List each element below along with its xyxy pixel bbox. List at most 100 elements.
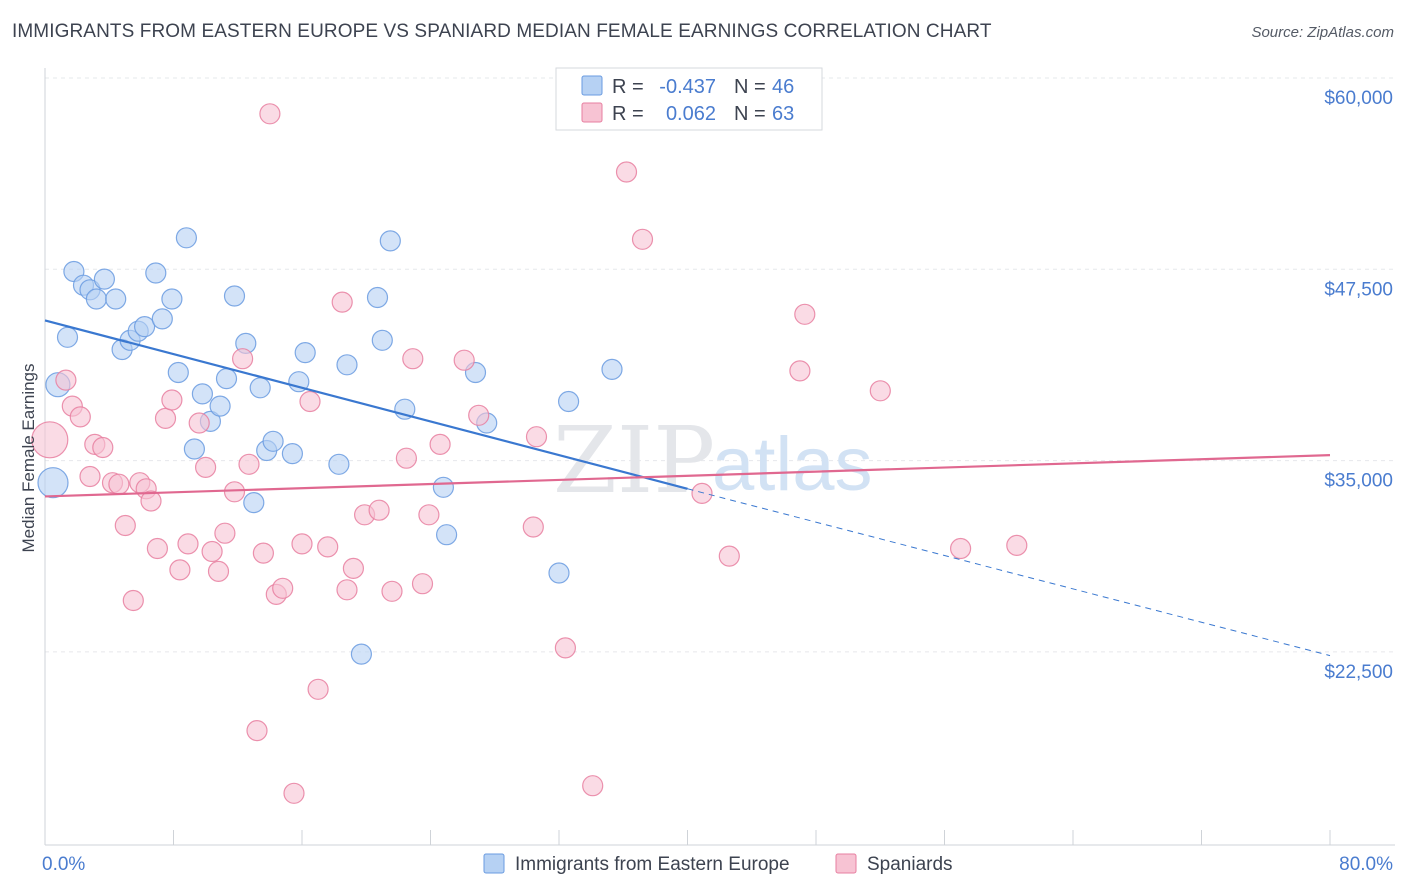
point-spaniards	[331, 291, 353, 313]
point-eastern-europe	[167, 361, 189, 384]
y-tick-label: $60,000	[1324, 88, 1393, 109]
point-spaniards	[108, 473, 130, 495]
point-spaniards	[169, 559, 191, 581]
point-spaniards	[188, 412, 210, 434]
point-spaniards	[525, 426, 548, 448]
point-eastern-europe	[209, 395, 231, 417]
watermark: ZIP atlas	[553, 407, 873, 514]
point-spaniards	[582, 775, 604, 797]
point-eastern-europe	[56, 326, 79, 348]
point-spaniards	[161, 389, 183, 411]
point-spaniards	[122, 589, 144, 612]
source-credit: Source: ZipAtlas.com	[1251, 24, 1394, 41]
point-eastern-europe	[191, 383, 213, 405]
point-spaniards	[140, 490, 162, 512]
point-spaniards	[453, 349, 475, 371]
x-tick-label-min: 0.0%	[42, 854, 85, 875]
point-eastern-europe	[215, 368, 238, 390]
stats-legend-n-label: N =	[734, 76, 766, 98]
point-eastern-europe	[93, 268, 116, 290]
point-eastern-europe	[432, 476, 454, 498]
point-spaniards	[342, 557, 364, 580]
stats-legend-n-value: 46	[772, 76, 794, 98]
point-eastern-europe	[243, 492, 265, 514]
y-axis-label: Median Female Earnings	[19, 364, 38, 553]
y-tick-label: $35,000	[1324, 471, 1393, 492]
series-spaniards-points	[31, 103, 1028, 804]
point-spaniards	[949, 537, 972, 560]
point-spaniards	[259, 103, 281, 125]
point-spaniards	[411, 573, 434, 595]
stats-legend-r-value: -0.437	[659, 76, 716, 98]
point-eastern-europe	[557, 390, 580, 413]
point-spaniards	[1006, 534, 1028, 557]
point-spaniards	[402, 348, 424, 370]
watermark-atlas: atlas	[712, 422, 873, 507]
point-eastern-europe	[85, 288, 108, 310]
point-spaniards	[31, 421, 69, 459]
point-eastern-europe	[223, 285, 246, 307]
point-eastern-europe	[436, 524, 458, 546]
point-spaniards	[92, 436, 114, 459]
point-spaniards	[238, 453, 260, 475]
point-eastern-europe	[281, 443, 303, 465]
point-spaniards	[307, 678, 329, 700]
point-spaniards	[252, 542, 274, 564]
point-spaniards	[691, 482, 713, 504]
chart-title: IMMIGRANTS FROM EASTERN EUROPE VS SPANIA…	[12, 21, 992, 42]
stats-legend-n-label: N =	[734, 103, 766, 125]
point-eastern-europe	[161, 288, 183, 310]
point-spaniards	[418, 504, 440, 526]
point-spaniards	[214, 522, 236, 544]
point-eastern-europe	[262, 430, 284, 452]
point-spaniards	[114, 514, 136, 537]
point-spaniards	[381, 580, 403, 602]
point-spaniards	[207, 560, 230, 583]
trend-line-eastern-europe	[44, 319, 688, 490]
series-legend: Immigrants from Eastern Europe Spaniards	[483, 853, 953, 875]
point-eastern-europe	[249, 377, 271, 399]
point-eastern-europe	[151, 308, 173, 330]
stats-legend: R = -0.437 N = 46 R = 0.062 N = 63	[555, 67, 823, 131]
point-spaniards	[794, 303, 816, 325]
y-tick-label: $47,500	[1324, 279, 1393, 300]
point-spaniards	[154, 407, 177, 429]
point-spaniards	[368, 499, 390, 521]
stats-legend-swatch-spaniards	[581, 102, 603, 123]
series-legend-label-eastern-europe: Immigrants from Eastern Europe	[515, 854, 790, 875]
point-spaniards	[554, 637, 577, 659]
point-spaniards	[272, 577, 294, 599]
point-spaniards	[395, 447, 417, 469]
trend-line-spaniards	[44, 454, 1331, 498]
point-spaniards	[336, 579, 358, 601]
point-spaniards	[468, 404, 490, 426]
trend-line-eastern-europe-extension	[687, 488, 1331, 657]
point-spaniards	[299, 390, 321, 413]
y-tick-label: $22,500	[1324, 662, 1393, 683]
point-eastern-europe	[336, 354, 358, 376]
point-spaniards	[55, 369, 77, 391]
point-eastern-europe	[37, 467, 69, 499]
point-spaniards	[522, 516, 544, 538]
point-spaniards	[246, 719, 268, 742]
x-tick-label-max: 80.0%	[1339, 854, 1393, 875]
point-eastern-europe	[350, 643, 372, 665]
point-spaniards	[283, 782, 305, 804]
point-spaniards	[718, 545, 740, 567]
point-spaniards	[429, 433, 451, 455]
series-legend-swatch-spaniards	[835, 853, 857, 874]
point-spaniards	[317, 536, 339, 558]
point-eastern-europe	[145, 262, 167, 284]
point-eastern-europe	[379, 230, 401, 252]
point-eastern-europe	[548, 562, 570, 584]
point-spaniards	[79, 465, 101, 488]
point-eastern-europe	[328, 453, 350, 475]
point-eastern-europe	[366, 286, 389, 309]
point-spaniards	[291, 533, 313, 555]
point-spaniards	[201, 540, 223, 563]
point-eastern-europe	[183, 438, 205, 460]
point-spaniards	[146, 537, 168, 560]
point-eastern-europe	[134, 316, 156, 338]
point-spaniards	[69, 406, 91, 428]
